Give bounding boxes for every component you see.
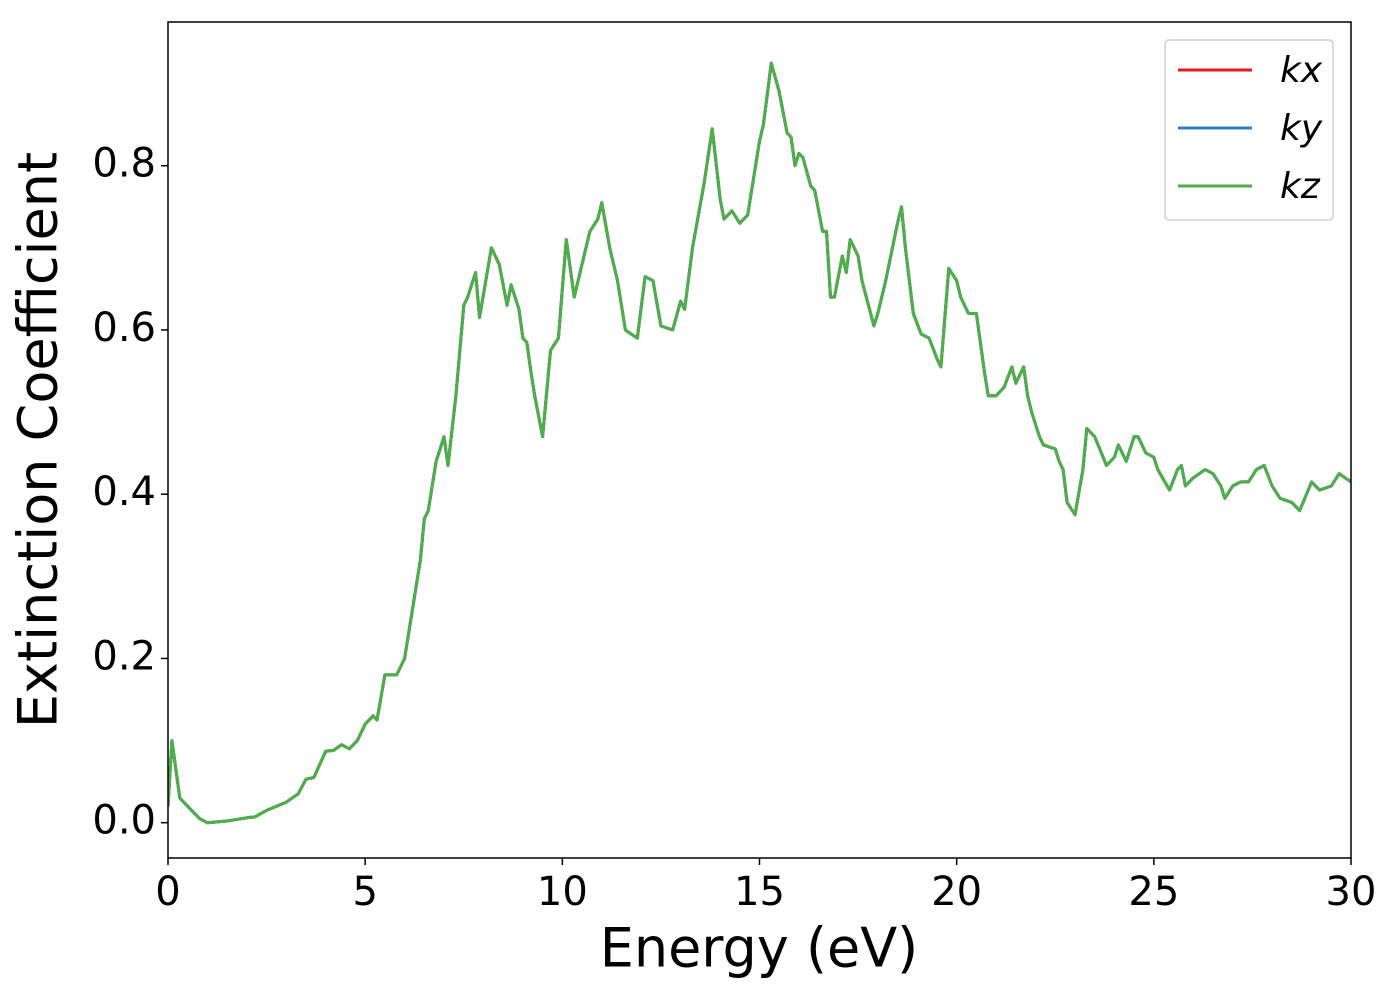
series-line [168, 61, 1351, 825]
legend-label: kz [1280, 166, 1321, 207]
y-tick-label: 0.8 [92, 141, 156, 187]
legend-label: ky [1280, 108, 1323, 149]
x-tick-label: 5 [352, 869, 377, 915]
plot-frame [167, 21, 1352, 859]
y-tick-label: 0.2 [92, 633, 156, 679]
x-tick-label: 0 [155, 869, 180, 915]
y-tick-label: 0.6 [92, 305, 156, 351]
x-tick-label: 20 [931, 869, 982, 915]
x-tick-label: 15 [734, 869, 785, 915]
y-axis-label: Extinction Coefficient [7, 152, 70, 728]
y-tick-label: 0.0 [92, 798, 156, 844]
x-tick-label: 25 [1128, 869, 1179, 915]
x-axis-label: Energy (eV) [600, 917, 919, 980]
x-tick-label: 10 [537, 869, 588, 915]
x-tick-label: 30 [1326, 869, 1377, 915]
legend-box [1164, 39, 1334, 221]
y-tick-label: 0.4 [92, 469, 156, 515]
legend-label: kx [1280, 50, 1323, 91]
